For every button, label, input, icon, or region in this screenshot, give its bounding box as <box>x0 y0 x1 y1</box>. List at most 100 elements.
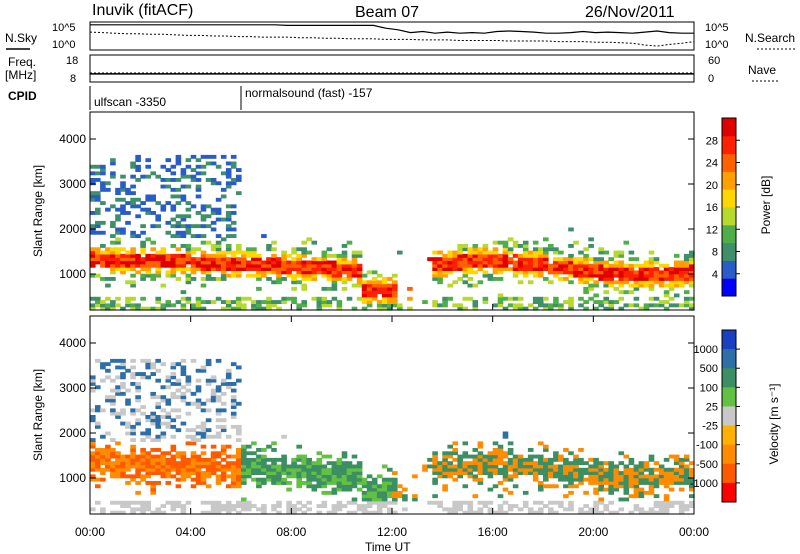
echo-cell <box>447 260 453 265</box>
echo-cell <box>135 471 141 475</box>
echo-cell <box>110 257 116 262</box>
echo-cell <box>100 230 106 235</box>
echo-cell <box>633 273 640 278</box>
echo-cell <box>110 267 116 271</box>
echo-cell <box>261 464 267 469</box>
echo-cell <box>90 250 96 255</box>
echo-cell <box>497 444 504 449</box>
echo-cell <box>472 494 479 499</box>
echo-cell <box>200 263 207 268</box>
echo-cell <box>100 461 106 466</box>
echo-cell <box>568 474 574 479</box>
echo-cell <box>578 267 584 271</box>
echo-cell <box>613 267 620 271</box>
echo-cell <box>140 451 146 456</box>
echo-cell <box>236 270 242 275</box>
echo-cell <box>507 267 514 271</box>
noise-panel: N.Sky 10^5 10^0 10^5 10^0 N.Search <box>5 21 797 51</box>
echo-cell <box>95 461 101 466</box>
echo-cell <box>175 178 182 182</box>
echo-cell <box>467 296 474 301</box>
echo-cell <box>200 451 207 456</box>
echo-cell <box>573 484 579 489</box>
echo-cell <box>341 477 348 482</box>
echo-cell <box>467 247 474 252</box>
echo-cell <box>452 260 458 265</box>
echo-cell <box>296 477 302 482</box>
echo-cell <box>452 441 458 446</box>
echo-cell <box>200 424 207 429</box>
echo-cell <box>90 211 96 215</box>
echo-cell <box>160 474 167 479</box>
echo-cell <box>673 293 680 298</box>
echo-cell <box>195 438 202 442</box>
echo-cell <box>180 471 187 475</box>
echo-cell <box>507 296 514 301</box>
echo-cell <box>210 378 217 383</box>
echo-cell <box>442 300 448 304</box>
echo-cell <box>175 257 182 262</box>
echo-cell <box>120 187 126 192</box>
echo-cell <box>160 257 167 262</box>
echo-cell <box>120 421 126 426</box>
echo-cell <box>271 461 277 466</box>
echo-cell <box>301 461 307 466</box>
echo-cell <box>286 510 292 515</box>
echo-cell <box>618 471 625 475</box>
echo-cell <box>472 474 479 479</box>
echo-cell <box>140 174 146 179</box>
echo-cell <box>497 510 504 515</box>
echo-cell <box>140 405 146 409</box>
echo-cell <box>185 457 192 462</box>
echo-cell <box>185 411 192 416</box>
echo-cell <box>492 454 499 459</box>
echo-cell <box>130 257 136 262</box>
echo-cell <box>170 187 177 192</box>
echo-cell <box>497 296 504 301</box>
echo-cell <box>538 263 544 268</box>
echo-cell <box>568 507 574 512</box>
echo-cell <box>447 263 453 268</box>
echo-cell <box>331 481 338 485</box>
echo-cell <box>381 296 388 301</box>
echo-cell <box>668 474 675 479</box>
echo-cell <box>246 253 252 258</box>
echo-cell <box>145 164 151 169</box>
x-tick-label: 16:00 <box>478 525 508 539</box>
echo-cell <box>205 161 212 166</box>
echo-cell <box>472 270 479 275</box>
echo-cell <box>462 441 469 446</box>
echo-cell <box>301 510 307 515</box>
echo-cell <box>276 464 282 469</box>
echo-cell <box>276 306 282 311</box>
echo-cell <box>205 214 212 219</box>
echo-cell <box>628 457 635 462</box>
echo-cell <box>517 253 524 258</box>
echo-cell <box>376 510 383 515</box>
echo-cell <box>135 253 141 258</box>
echo-cell <box>236 424 242 429</box>
echo-cell <box>608 270 614 275</box>
echo-cell <box>281 257 287 262</box>
echo-cell <box>286 263 292 268</box>
colorbar-segment <box>722 444 736 465</box>
echo-cell <box>608 263 614 268</box>
echo-cell <box>155 250 161 255</box>
echo-cell <box>472 454 479 459</box>
echo-cell <box>190 267 197 271</box>
echo-cell <box>447 471 453 475</box>
echo-cell <box>185 500 192 505</box>
echo-cell <box>366 270 373 275</box>
echo-cell <box>593 464 599 469</box>
echo-cell <box>502 461 509 466</box>
echo-cell <box>165 253 172 258</box>
echo-cell <box>598 497 604 502</box>
y-tick-label: 4000 <box>59 132 86 146</box>
echo-cell <box>125 211 131 215</box>
echo-cell <box>175 230 182 235</box>
colorbar-tick-label: 8 <box>712 247 718 259</box>
echo-cell <box>120 471 126 475</box>
echo-cell <box>527 303 534 308</box>
echo-cell <box>225 444 232 449</box>
echo-cell <box>155 224 161 229</box>
